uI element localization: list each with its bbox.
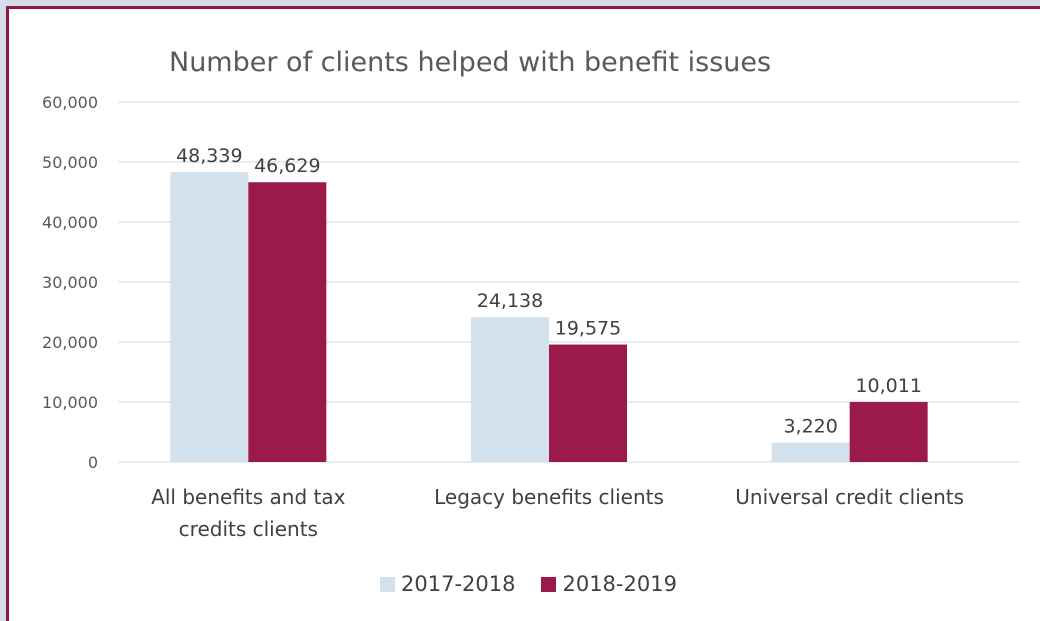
x-tick-label: credits clients <box>179 517 318 541</box>
bar <box>248 182 327 462</box>
y-tick-label: 0 <box>88 453 98 472</box>
legend-label-2018: 2018-2019 <box>562 572 677 596</box>
x-tick-label: Universal credit clients <box>735 485 964 509</box>
y-tick-label: 10,000 <box>42 393 98 412</box>
chart-legend: 2017-2018 2018-2019 <box>380 572 677 596</box>
x-tick-label: All benefits and tax <box>151 485 345 509</box>
data-label: 24,138 <box>477 290 543 312</box>
legend-swatch-2018 <box>541 576 557 592</box>
legend-item-2017[interactable]: 2017-2018 <box>380 572 515 596</box>
data-label: 46,629 <box>254 155 320 177</box>
bar <box>170 171 249 462</box>
data-label: 19,575 <box>555 318 621 340</box>
legend-swatch-2017 <box>380 576 395 592</box>
y-tick-label: 60,000 <box>42 93 98 112</box>
data-label: 10,011 <box>855 375 921 397</box>
y-tick-label: 40,000 <box>42 213 98 232</box>
bar <box>549 344 627 462</box>
bar <box>471 317 549 462</box>
y-tick-label: 20,000 <box>42 333 98 352</box>
x-tick-label: Legacy benefits clients <box>434 485 664 509</box>
data-label: 3,220 <box>783 416 837 438</box>
legend-item-2018[interactable]: 2018-2019 <box>541 572 677 596</box>
legend-label-2017: 2017-2018 <box>401 572 516 596</box>
y-tick-label: 50,000 <box>42 153 98 172</box>
bar <box>771 442 850 462</box>
chart-title: Number of clients helped with benefit is… <box>169 47 772 78</box>
bar <box>849 401 928 462</box>
data-label: 48,339 <box>176 145 242 167</box>
y-tick-label: 30,000 <box>42 273 98 292</box>
